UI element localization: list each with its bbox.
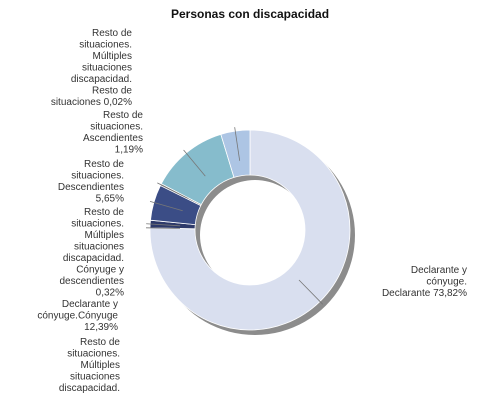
data-label-line: Declarante y: [411, 265, 467, 276]
data-label-line: Resto de: [80, 337, 120, 348]
data-label-line: Descendientes: [58, 182, 124, 193]
data-label-line: cónyuge.: [426, 277, 467, 288]
data-label-line: discapacidad.: [71, 74, 132, 85]
slice-0: [149, 129, 351, 331]
chart-labels: Resto de situaciones. Múltiples situaciones…: [37, 28, 467, 394]
slice-6: [220, 129, 251, 178]
data-label-6: Declarante y cónyuge. Declarante 73,82%: [382, 265, 467, 299]
data-label-line: situaciones.: [90, 122, 143, 133]
data-label-line: situaciones: [70, 372, 120, 383]
data-label-2: Resto de situaciones. Descendientes 5,65%: [58, 159, 125, 205]
data-label-3: Resto de situaciones. Múltiples situaciones…: [60, 207, 125, 299]
data-label-line: Ascendientes: [83, 133, 143, 144]
data-label-4: Declarante y cónyuge.Cónyuge 12,39%: [37, 299, 118, 333]
data-label-line: Múltiples: [81, 360, 120, 371]
chart-leader-lines: [146, 127, 324, 305]
data-label-line: situaciones.: [71, 171, 124, 182]
chart-slices: [149, 129, 351, 331]
leader-line-6: [234, 127, 241, 161]
leader-line-4: [157, 182, 188, 199]
data-label-line: Declarante 73,82%: [382, 288, 467, 299]
data-label-5: Resto de situaciones. Múltiples situaciones…: [59, 337, 121, 394]
leader-line-2: [146, 223, 181, 227]
leader-line-1: [146, 227, 181, 229]
leader-line-3: [149, 200, 183, 212]
data-label-line: situaciones: [82, 63, 132, 74]
data-label-line: situaciones 0,02%: [51, 97, 132, 108]
data-label-line: 1,19%: [115, 145, 143, 156]
data-label-1: Resto de situaciones. Ascendientes 1,19%: [83, 110, 143, 156]
data-label-line: Resto de: [92, 86, 132, 97]
data-label-line: 0,32%: [96, 288, 124, 299]
data-label-line: situaciones.: [79, 40, 132, 51]
leader-line-0: [298, 279, 324, 305]
data-label-line: cónyuge.Cónyuge: [37, 311, 118, 322]
data-label-line: Cónyuge y: [76, 265, 124, 276]
data-label-0: Resto de situaciones. Múltiples situaciones…: [51, 28, 133, 108]
leader-line-5: [183, 149, 206, 177]
data-label-line: Resto de: [103, 110, 143, 121]
data-label-line: discapacidad.: [59, 383, 120, 394]
data-label-line: Resto de: [84, 207, 124, 218]
data-label-line: situaciones.: [71, 219, 124, 230]
data-label-line: discapacidad.: [63, 253, 124, 264]
data-label-line: situaciones.: [67, 349, 120, 360]
data-label-line: situaciones: [74, 242, 124, 253]
chart-title: Personas con discapacidad: [171, 7, 329, 21]
data-label-line: Declarante y: [62, 299, 118, 310]
data-label-line: Múltiples: [85, 230, 124, 241]
data-label-line: Múltiples: [93, 51, 132, 62]
data-label-line: descendientes: [60, 276, 125, 287]
data-label-line: Resto de: [92, 28, 132, 39]
data-label-line: 5,65%: [96, 194, 124, 205]
data-label-line: Resto de: [84, 159, 124, 170]
data-label-line: 12,39%: [84, 322, 118, 333]
